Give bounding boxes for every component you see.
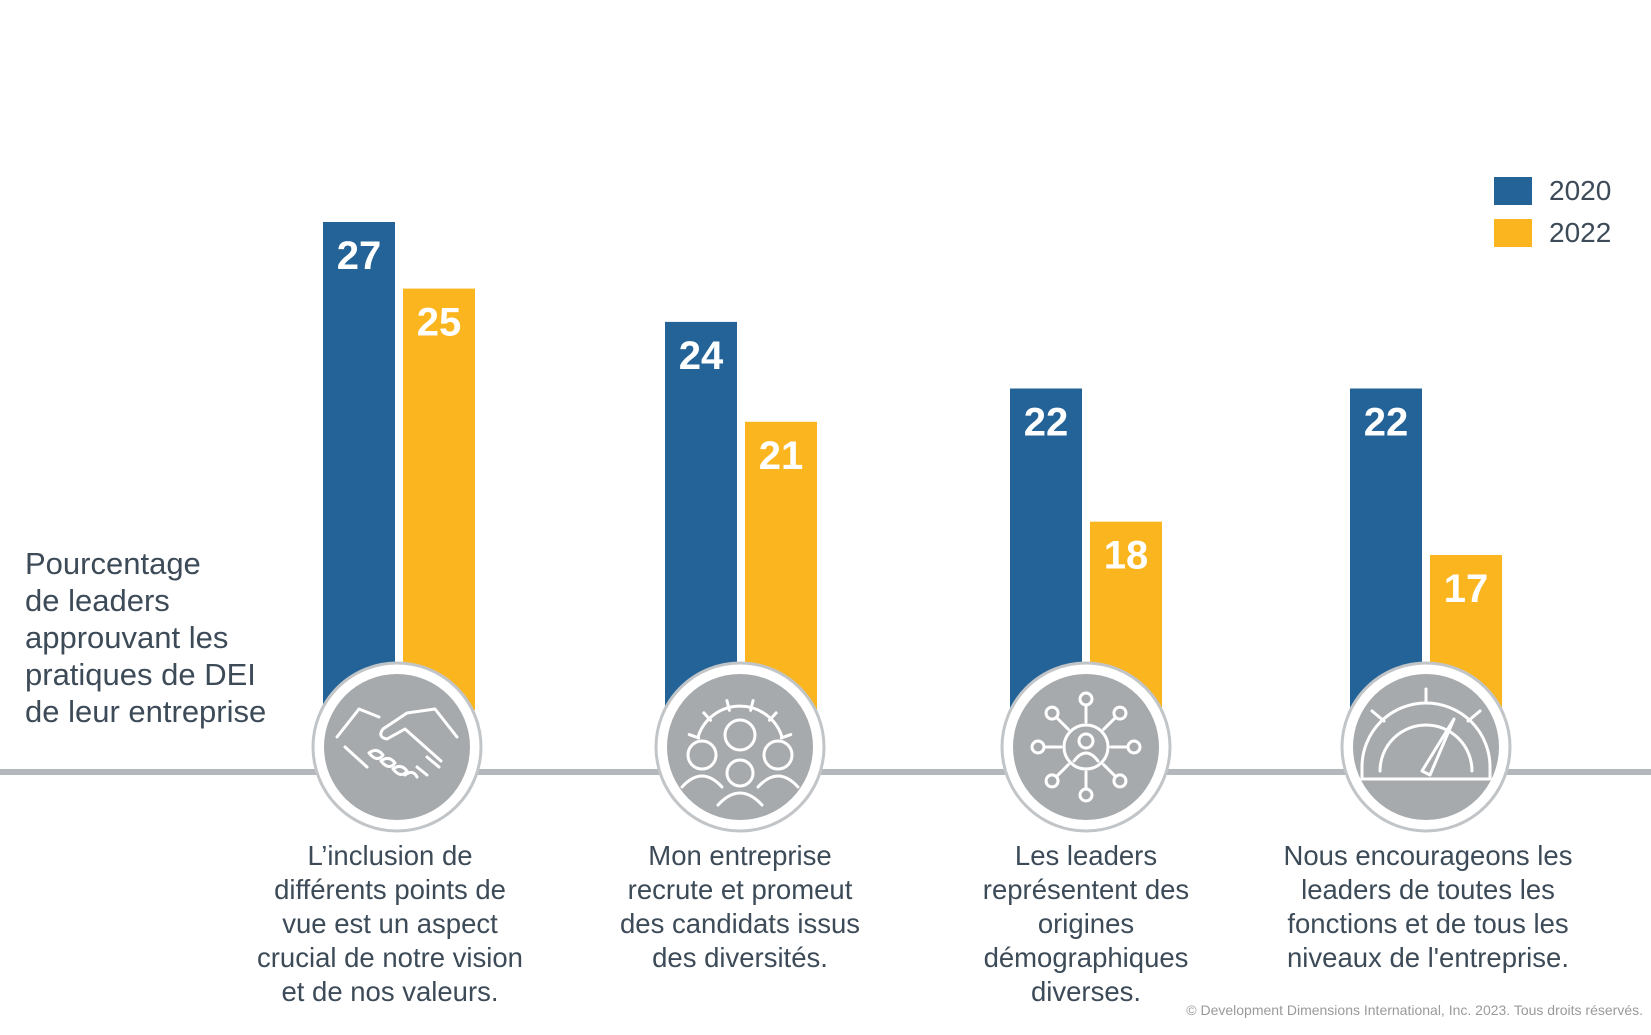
category-label-line: Les leaders [1014,840,1158,871]
category-label-line: leaders de toutes les [1301,874,1555,905]
category-label: Nous encourageons les leaders de toutes … [1268,839,1588,975]
category-label-line: crucial de notre vision [257,942,523,973]
category-label-line: représentent des [982,874,1190,905]
copyright-notice: © Development Dimensions International, … [1186,1002,1643,1018]
y-axis-label: Pourcentage de leaders approuvant les pr… [25,545,325,730]
bar-2022-cat2 [745,421,817,710]
category-label-line: Mon entreprise [648,840,832,871]
gear-team-icon [654,661,826,833]
legend-label-2022: 2022 [1549,217,1612,248]
category-label-line: origines [1037,908,1135,939]
data-label: 24 [679,334,724,378]
gauge-icon [1340,661,1512,833]
data-label: 22 [1364,400,1409,444]
handshake-icon [311,661,483,833]
y-axis-label-line: pratiques de DEI [25,657,256,692]
data-label: 25 [417,301,462,345]
category-label-line: fonctions et de tous les [1287,908,1569,939]
data-label: 22 [1024,400,1069,444]
y-axis-label-line: approuvant les [25,620,229,655]
category-label-line: vue est un aspect [282,908,498,939]
category-label-line: des diversités. [652,942,828,973]
category-label-line: niveaux de l'entreprise. [1287,942,1569,973]
legend-label-2020: 2020 [1549,175,1612,206]
network-person-icon [1000,661,1172,833]
bar-2020-cat4 [1350,388,1422,710]
category-label-line: recrute et promeut [627,874,853,905]
legend-swatch-2022 [1494,219,1532,247]
y-axis-label-line: de leur entreprise [25,694,267,729]
category-label: Mon entreprise recrute et promeut des ca… [580,839,900,975]
category-label-line: diverses. [1030,976,1142,1007]
category-label-line: des candidats issus [620,908,860,939]
category-label-line: Nous encourageons les [1283,840,1573,871]
data-label: 17 [1444,567,1489,611]
data-label: 21 [759,434,804,478]
bar-2022-cat1 [403,288,475,710]
category-label-line: démographiques [983,942,1189,973]
category-label-line: différents points de [274,874,506,905]
bar-2020-cat2 [665,321,737,710]
category-label: L’inclusion de différents points de vue … [230,839,550,1009]
y-axis-label-line: de leaders [25,583,170,618]
bar-2020-cat3 [1010,388,1082,710]
category-label-line: et de nos valeurs. [281,976,499,1007]
data-label: 27 [337,234,382,278]
category-label-line: L’inclusion de [307,840,473,871]
y-axis-label-line: Pourcentage [25,546,201,581]
category-label: Les leaders représentent des origines dé… [926,839,1246,1009]
data-label: 18 [1104,534,1149,578]
legend-swatch-2020 [1494,177,1532,205]
bar-2020-cat1 [323,222,395,710]
